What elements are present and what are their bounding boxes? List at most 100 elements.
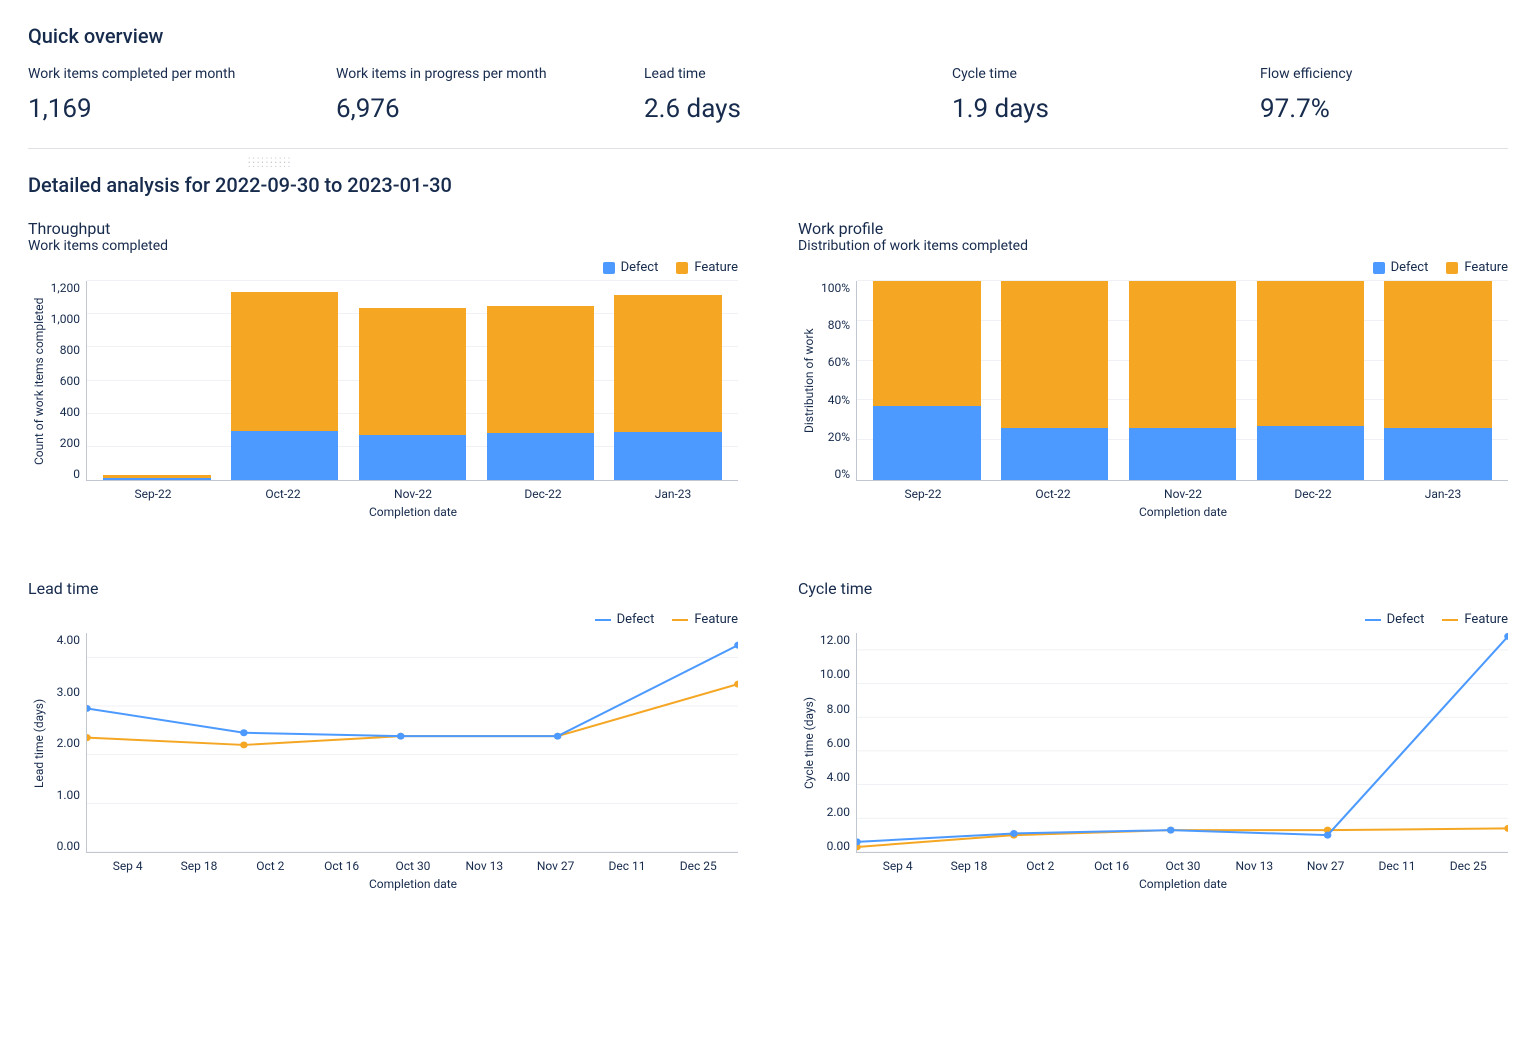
cycle-time-y-label: Cycle time (days) <box>798 633 816 853</box>
x-tick: Nov 27 <box>1290 859 1361 873</box>
y-tick: 6.00 <box>816 736 850 750</box>
throughput-plot <box>86 281 738 481</box>
x-tick: Nov 13 <box>449 859 520 873</box>
bar-segment-defect[interactable] <box>614 432 721 480</box>
lead-time-plot <box>86 633 738 853</box>
bar[interactable] <box>1119 281 1247 480</box>
cycle-time-legend: Defect Feature <box>798 612 1508 627</box>
legend-defect[interactable]: Defect <box>1373 260 1429 275</box>
y-tick: 60% <box>816 355 850 369</box>
metric-card: Flow efficiency 97.7% <box>1260 66 1508 124</box>
bar[interactable] <box>93 281 221 480</box>
bar[interactable] <box>991 281 1119 480</box>
y-tick: 20% <box>816 430 850 444</box>
bar-segment-defect[interactable] <box>487 433 594 480</box>
bar[interactable] <box>349 281 477 480</box>
bar-segment-feature[interactable] <box>873 281 980 406</box>
bar-segment-defect[interactable] <box>231 431 338 480</box>
work-profile-subtitle: Distribution of work items completed <box>798 238 1508 254</box>
x-tick: Dec 11 <box>591 859 662 873</box>
lead-time-x-ticks: Sep 4Sep 18Oct 2Oct 16Oct 30Nov 13Nov 27… <box>88 859 738 873</box>
legend-feature[interactable]: Feature <box>672 612 738 627</box>
y-tick: 1,200 <box>46 281 80 295</box>
metric-card: Lead time 2.6 days <box>644 66 892 124</box>
bar[interactable] <box>1374 281 1502 480</box>
charts-grid: Throughput Work items completed Defect F… <box>28 219 1508 891</box>
bar-segment-feature[interactable] <box>1384 281 1491 428</box>
lead-time-title: Lead time <box>28 579 738 598</box>
bar-segment-feature[interactable] <box>231 292 338 431</box>
point-feature[interactable] <box>1504 825 1508 832</box>
bar-segment-feature[interactable] <box>487 306 594 433</box>
y-tick: 0.00 <box>46 839 80 853</box>
point-feature[interactable] <box>87 734 91 741</box>
throughput-x-label: Completion date <box>88 505 738 519</box>
x-tick: Oct 30 <box>1147 859 1218 873</box>
bar[interactable] <box>1246 281 1374 480</box>
bar-segment-feature[interactable] <box>359 308 466 435</box>
throughput-y-label: Count of work items completed <box>28 281 46 481</box>
throughput-panel: Throughput Work items completed Defect F… <box>28 219 738 519</box>
legend-feature[interactable]: Feature <box>1442 612 1508 627</box>
x-tick: Sep 18 <box>163 859 234 873</box>
bar-segment-defect[interactable] <box>359 435 466 480</box>
bar-segment-feature[interactable] <box>1257 281 1364 426</box>
section-divider <box>28 148 1508 149</box>
bar-segment-feature[interactable] <box>1001 281 1108 428</box>
lead-time-panel: Lead time Defect Feature Lead time (days… <box>28 579 738 891</box>
y-tick: 2.00 <box>46 736 80 750</box>
metric-label: Work items completed per month <box>28 66 276 82</box>
bar[interactable] <box>221 281 349 480</box>
bar-segment-defect[interactable] <box>1257 426 1364 480</box>
x-tick: Dec 11 <box>1361 859 1432 873</box>
metric-value: 6,976 <box>336 94 584 124</box>
metric-label: Flow efficiency <box>1260 66 1508 82</box>
throughput-y-ticks: 02004006008001,0001,200 <box>46 281 86 481</box>
point-defect[interactable] <box>1010 830 1018 837</box>
bar-segment-defect[interactable] <box>1384 428 1491 480</box>
point-feature[interactable] <box>240 741 248 748</box>
bar-segment-defect[interactable] <box>873 406 980 480</box>
x-tick: Oct 30 <box>377 859 448 873</box>
y-tick: 0% <box>816 467 850 481</box>
x-tick: Nov-22 <box>348 487 478 501</box>
work-profile-y-label: Distribution of work <box>798 281 816 481</box>
legend-feature[interactable]: Feature <box>1446 260 1508 275</box>
bar-segment-feature[interactable] <box>614 295 721 432</box>
bar-segment-defect[interactable] <box>103 478 210 480</box>
bar-segment-feature[interactable] <box>1129 281 1236 428</box>
detailed-title: Detailed analysis for 2022-09-30 to 2023… <box>28 173 1508 197</box>
metric-label: Work items in progress per month <box>336 66 584 82</box>
metric-value: 2.6 days <box>644 94 892 124</box>
bar[interactable] <box>476 281 604 480</box>
legend-feature[interactable]: Feature <box>676 260 738 275</box>
metric-card: Cycle time 1.9 days <box>952 66 1200 124</box>
y-tick: 4.00 <box>46 633 80 647</box>
metric-value: 1,169 <box>28 94 276 124</box>
drag-handle[interactable]: :::::::::::::::::::: <box>248 159 1508 167</box>
line-defect[interactable] <box>857 636 1508 842</box>
y-tick: 0.00 <box>816 839 850 853</box>
point-defect[interactable] <box>857 838 861 845</box>
point-defect[interactable] <box>1324 832 1332 839</box>
point-defect[interactable] <box>240 729 248 736</box>
bar-segment-defect[interactable] <box>1129 428 1236 480</box>
bar-segment-defect[interactable] <box>1001 428 1108 480</box>
cycle-time-x-label: Completion date <box>858 877 1508 891</box>
point-defect[interactable] <box>397 733 405 740</box>
bar[interactable] <box>604 281 732 480</box>
legend-defect[interactable]: Defect <box>595 612 655 627</box>
point-feature[interactable] <box>734 681 738 688</box>
legend-defect[interactable]: Defect <box>1365 612 1425 627</box>
lead-time-x-label: Completion date <box>88 877 738 891</box>
work-profile-panel: Work profile Distribution of work items … <box>798 219 1508 519</box>
line-defect[interactable] <box>87 645 738 736</box>
metric-card: Work items completed per month 1,169 <box>28 66 276 124</box>
cycle-time-panel: Cycle time Defect Feature Cycle time (da… <box>798 579 1508 891</box>
point-defect[interactable] <box>1167 827 1175 834</box>
y-tick: 1,000 <box>46 312 80 326</box>
legend-defect[interactable]: Defect <box>603 260 659 275</box>
point-defect[interactable] <box>554 733 562 740</box>
y-tick: 100% <box>816 281 850 295</box>
bar[interactable] <box>863 281 991 480</box>
